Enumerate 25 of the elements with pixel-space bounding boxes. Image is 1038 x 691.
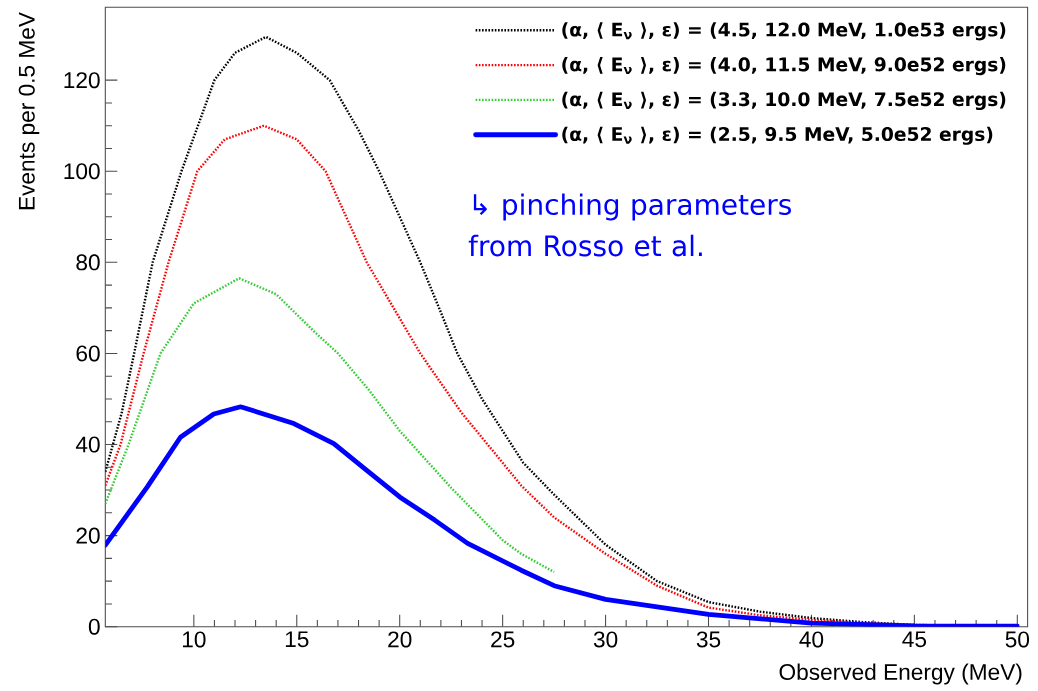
y-tick-label: 40 [75, 436, 100, 453]
x-tick-label: 30 [593, 631, 618, 648]
x-tick-label: 50 [1005, 631, 1030, 648]
y-axis-title: Events per 0.5 MeV [18, 12, 40, 210]
x-tick-label: 35 [696, 631, 721, 648]
y-tick-label: 120 [64, 72, 100, 89]
x-tick-label: 15 [285, 631, 309, 648]
x-axis-title: Observed Energy (MeV) [779, 663, 1022, 685]
legend-label: (α, ⟨ E$_{ν}$ ⟩, ε) = (2.5, 9.5 MeV, 5.0e52 ergs) [562, 126, 993, 145]
x-tick-label: 25 [491, 631, 515, 648]
legend-label: (α, ⟨ E$_{ν}$ ⟩, ε) = (4.0, 11.5 MeV, 9.0e52 ergs) [562, 56, 1006, 76]
annotation: ↳ pinching parameters from Rosso et al. [468, 193, 791, 257]
y-tick-label: 80 [76, 254, 100, 271]
y-tick-label: 60 [76, 345, 100, 362]
y-tick-label: 100 [64, 163, 100, 180]
line-series [105, 404, 1020, 627]
y-tick-label: 0 [88, 618, 100, 635]
x-tick-label: 10 [182, 631, 206, 648]
y-tick-label: 20 [76, 527, 100, 544]
x-tick-label: 45 [902, 631, 927, 648]
x-tick-label: 40 [799, 631, 824, 648]
x-tick-label: 20 [388, 631, 412, 648]
legend-label: (α, ⟨ E$_{ν}$ ⟩, ε) = (4.5, 12.0 MeV, 1.0e53 ergs) [562, 22, 1006, 41]
legend-label: (α, ⟨ E$_{ν}$ ⟩, ε) = (3.3, 10.0 MeV, 7.5e52 ergs) [562, 91, 1006, 111]
line-series [105, 277, 556, 574]
